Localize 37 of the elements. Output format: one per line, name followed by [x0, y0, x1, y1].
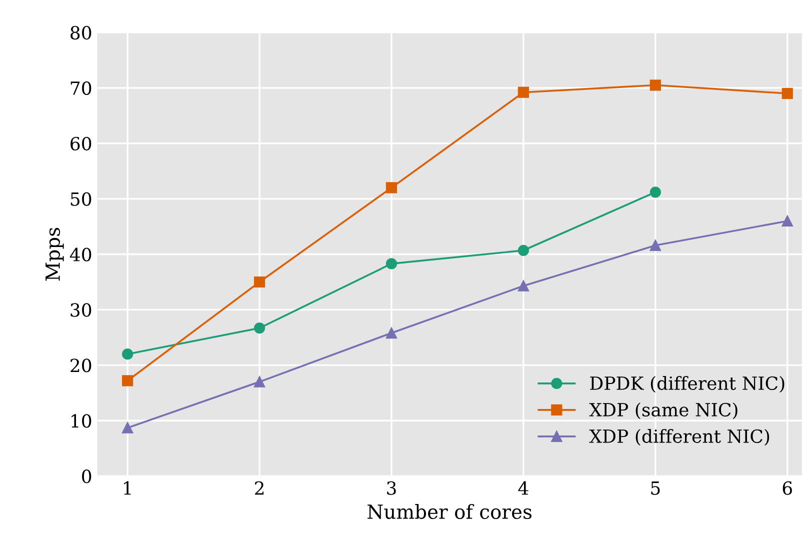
point: [650, 186, 661, 198]
point: [518, 244, 530, 256]
x-tick-label: 6: [782, 481, 792, 495]
legend-label: DPDK (different NIC): [590, 376, 784, 393]
point: [650, 80, 661, 91]
x-tick-label: 3: [387, 481, 396, 495]
y-axis-title: Mpps: [46, 228, 64, 281]
x-axis-title: Number of cores: [368, 504, 532, 520]
point: [650, 240, 661, 251]
y-tick-label: 20: [70, 358, 92, 372]
point: [386, 327, 398, 339]
point: [518, 86, 530, 98]
point: [254, 322, 266, 334]
point: [518, 280, 530, 292]
legend-label: XDP (same NIC): [589, 402, 738, 420]
point: [386, 258, 398, 270]
point: [122, 422, 134, 434]
x-tick-label: 1: [124, 481, 131, 495]
point: [782, 88, 793, 100]
y-tick-label: 60: [70, 136, 92, 150]
y-tick-label: 70: [70, 81, 92, 96]
point: [254, 376, 266, 388]
y-tick-label: 80: [70, 26, 92, 40]
legend-label: XDP (different NIC): [589, 429, 770, 446]
y-tick-label: 0: [82, 470, 92, 484]
x-tick-label: 2: [255, 481, 264, 495]
x-tick-label: 4: [518, 481, 528, 495]
x-tick-label: 5: [651, 481, 660, 495]
y-tick-label: 30: [70, 303, 92, 317]
y-tick-label: 40: [70, 248, 92, 262]
point: [386, 182, 398, 194]
y-tick-label: 50: [70, 192, 92, 206]
point: [782, 215, 793, 227]
point: [254, 276, 266, 288]
point: [122, 375, 134, 386]
y-tick-label: 10: [72, 414, 92, 428]
point: [122, 348, 134, 360]
